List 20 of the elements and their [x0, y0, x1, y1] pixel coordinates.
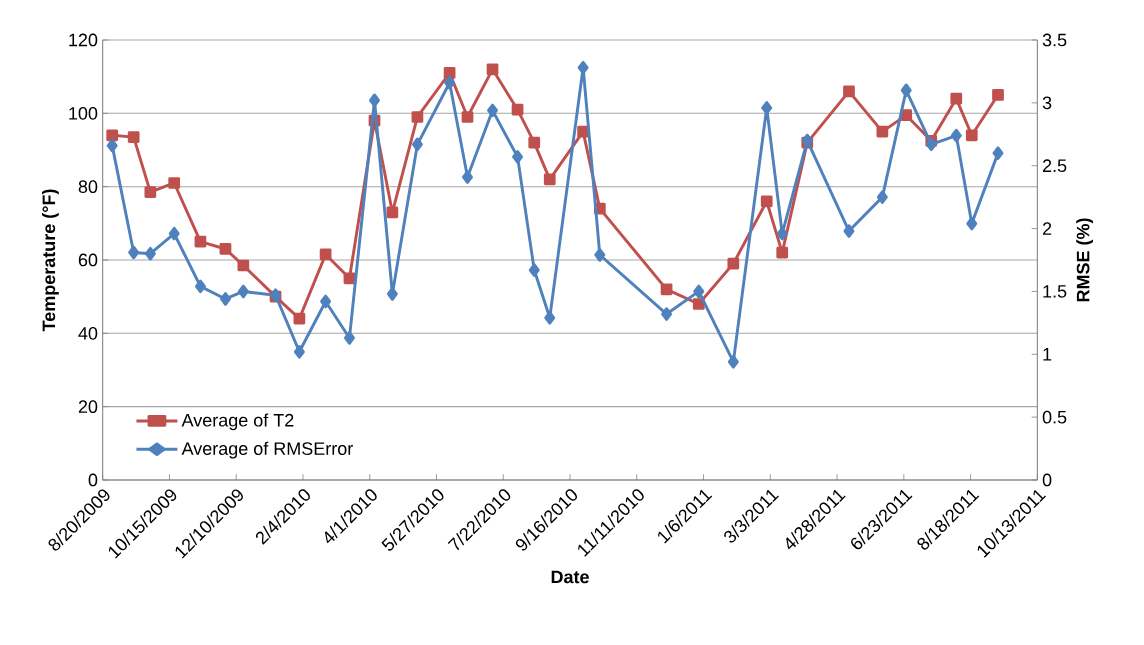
x-axis-title: Date [551, 570, 589, 584]
y-tick-label: 120 [69, 33, 98, 47]
legend-label: Average of T2 [181, 413, 294, 431]
y2-tick-label: 3 [1042, 96, 1052, 110]
y2-tick-label: 0 [1042, 473, 1052, 487]
y2-tick-label: 2 [1042, 222, 1052, 235]
y2-tick-label: 3.5 [1042, 33, 1067, 47]
y2-tick-label: 1.5 [1043, 284, 1067, 298]
legend-label: Average of RMSError [181, 441, 353, 459]
y-tick-label: 40 [78, 326, 98, 340]
y2-tick-label: 2.5 [1042, 159, 1067, 172]
y-tick-label: 60 [78, 253, 98, 267]
y-tick-label: 0 [88, 473, 98, 487]
y2-axis-title: RMSE (%) [1076, 218, 1094, 302]
y-tick-label: 80 [78, 180, 98, 193]
y2-tick-label: 1 [1043, 347, 1052, 361]
y2-tick-label: 0.5 [1042, 410, 1067, 424]
y-tick-label: 20 [78, 400, 98, 413]
y-axis-title: Temperature (°F) [41, 189, 59, 332]
y-tick-label: 100 [69, 106, 98, 120]
